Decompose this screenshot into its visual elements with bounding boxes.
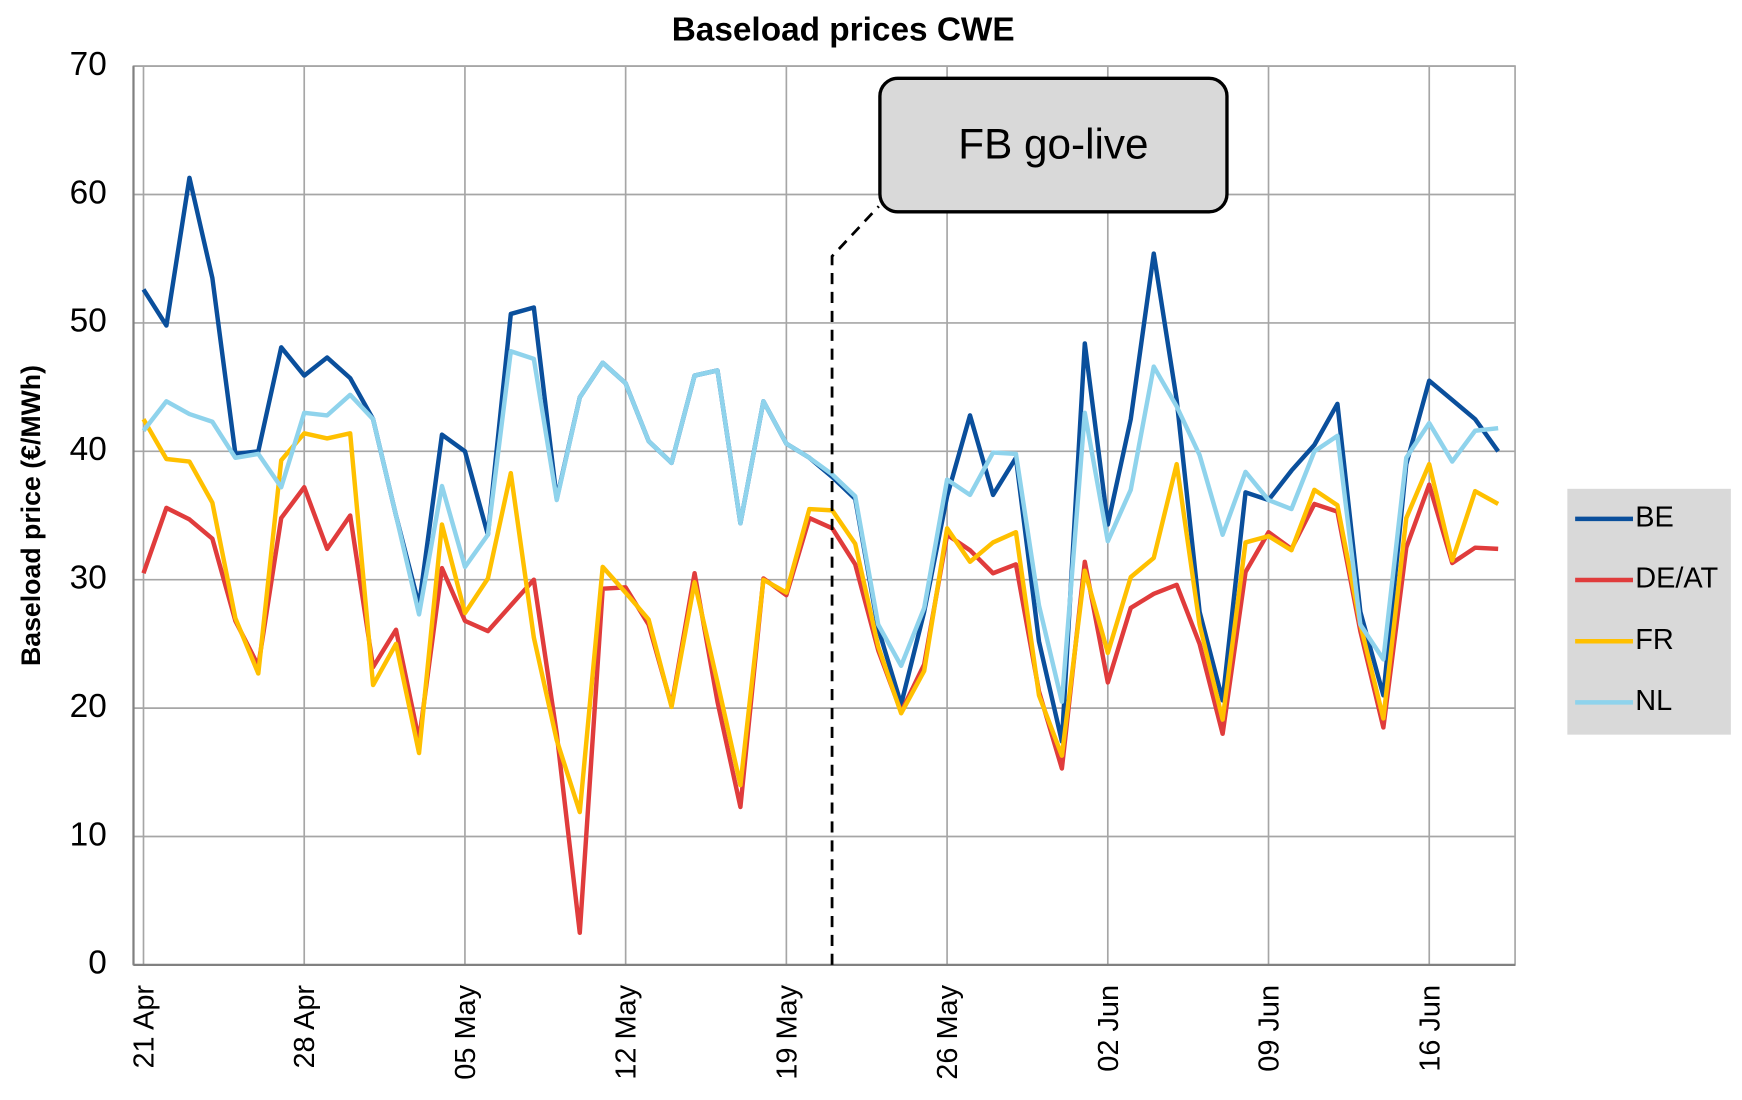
y-tick-label: 70 [70, 46, 107, 83]
y-tick-label: 50 [70, 303, 107, 340]
y-tick-label: 60 [70, 174, 107, 211]
x-tick-label: 05 May [450, 984, 482, 1079]
x-tick-label: 26 May [932, 984, 964, 1079]
y-tick-label: 0 [88, 945, 107, 982]
x-tick-label: 16 Jun [1414, 985, 1446, 1072]
x-tick-label: 28 Apr [289, 985, 321, 1069]
legend-label: NL [1635, 685, 1672, 717]
y-tick-label: 20 [70, 688, 107, 725]
legend-label: DE/AT [1635, 563, 1718, 595]
legend-label: BE [1635, 501, 1674, 533]
y-tick-label: 30 [70, 560, 107, 597]
series-line [141, 175, 1500, 744]
legend-label: FR [1635, 624, 1674, 656]
chart-title: Baseload prices CWE [672, 12, 1015, 49]
x-tick-label: 12 May [611, 984, 643, 1079]
x-tick-label: 09 Jun [1254, 985, 1286, 1072]
y-tick-label: 40 [70, 431, 107, 468]
annotation-leader [830, 205, 880, 965]
annotation-text: FB go-live [958, 120, 1148, 167]
series-line [141, 348, 1499, 704]
legend: BE DE/AT FR NL [1575, 501, 1718, 717]
x-tick-label: 21 Apr [129, 985, 161, 1069]
annotation-box [878, 76, 1229, 214]
y-tick-label: 10 [70, 816, 107, 853]
series-line [141, 418, 1500, 815]
plot-area: 0 10 20 30 40 50 60 70 21 Apr 28 Apr 05 May 12 May 1… [70, 46, 1516, 1080]
x-tick-label: 02 Jun [1093, 985, 1125, 1072]
x-tick-label: 19 May [771, 984, 803, 1079]
legend-box [1567, 488, 1731, 735]
y-axis-label: Baseload price (€/MWh) [16, 365, 46, 666]
